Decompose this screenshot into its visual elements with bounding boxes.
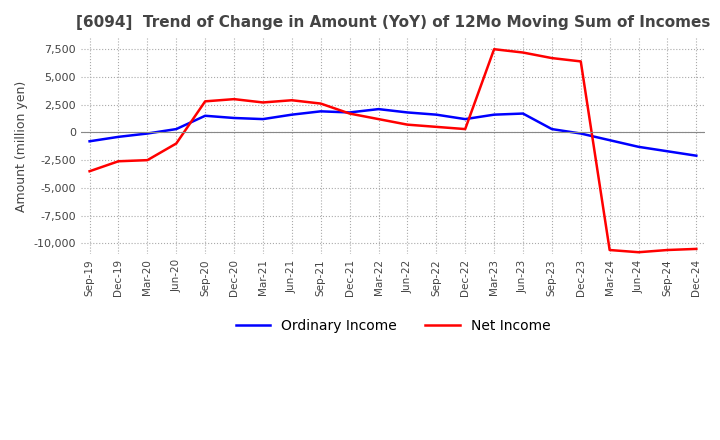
Legend: Ordinary Income, Net Income: Ordinary Income, Net Income (230, 313, 556, 338)
Ordinary Income (287, 112, 296, 117)
Net Income (606, 247, 614, 253)
Ordinary Income (461, 117, 469, 122)
Net Income (85, 169, 94, 174)
Ordinary Income (692, 153, 701, 158)
Title: [6094]  Trend of Change in Amount (YoY) of 12Mo Moving Sum of Incomes: [6094] Trend of Change in Amount (YoY) o… (76, 15, 710, 30)
Ordinary Income (316, 109, 325, 114)
Net Income (287, 98, 296, 103)
Net Income (172, 141, 181, 146)
Line: Net Income: Net Income (89, 49, 696, 252)
Net Income (634, 249, 643, 255)
Net Income (547, 55, 556, 61)
Ordinary Income (143, 131, 152, 136)
Ordinary Income (634, 144, 643, 150)
Ordinary Income (577, 131, 585, 136)
Ordinary Income (547, 126, 556, 132)
Net Income (403, 122, 412, 127)
Net Income (316, 101, 325, 106)
Ordinary Income (374, 106, 383, 112)
Net Income (461, 126, 469, 132)
Net Income (143, 158, 152, 163)
Net Income (230, 96, 238, 102)
Net Income (577, 59, 585, 64)
Ordinary Income (114, 134, 123, 139)
Ordinary Income (403, 110, 412, 115)
Ordinary Income (346, 110, 354, 115)
Net Income (201, 99, 210, 104)
Ordinary Income (432, 112, 441, 117)
Ordinary Income (172, 126, 181, 132)
Ordinary Income (663, 149, 672, 154)
Line: Ordinary Income: Ordinary Income (89, 109, 696, 156)
Net Income (663, 247, 672, 253)
Ordinary Income (518, 111, 527, 116)
Net Income (258, 100, 267, 105)
Net Income (692, 246, 701, 252)
Net Income (490, 47, 498, 52)
Net Income (374, 117, 383, 122)
Net Income (518, 50, 527, 55)
Ordinary Income (490, 112, 498, 117)
Ordinary Income (85, 139, 94, 144)
Net Income (346, 111, 354, 116)
Net Income (432, 124, 441, 129)
Ordinary Income (258, 117, 267, 122)
Net Income (114, 158, 123, 164)
Y-axis label: Amount (million yen): Amount (million yen) (15, 81, 28, 212)
Ordinary Income (606, 138, 614, 143)
Ordinary Income (230, 115, 238, 121)
Ordinary Income (201, 113, 210, 118)
